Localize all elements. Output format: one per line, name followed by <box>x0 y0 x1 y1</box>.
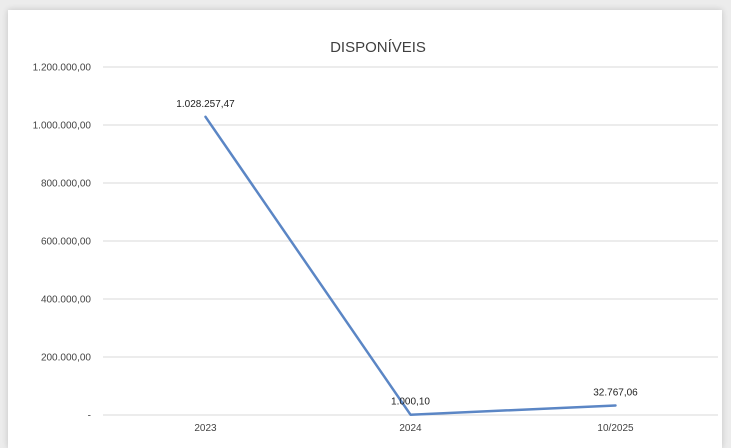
series <box>204 115 617 416</box>
y-tick-label: 400.000,00 <box>41 295 91 306</box>
y-axis-tick-labels: - 200.000,00 400.000,00 600.000,00 800.000,0… <box>33 63 92 422</box>
chart-container: DISPONÍVEIS - 200.000,00 400.000,00 600.000… <box>8 10 722 448</box>
x-tick-label: 10/2025 <box>597 423 634 434</box>
x-tick-label: 2024 <box>399 423 422 434</box>
x-tick-label: 2023 <box>194 423 217 434</box>
x-axis-tick-labels: 2023 2024 10/2025 <box>194 423 634 434</box>
y-tick-label: 600.000,00 <box>41 237 91 248</box>
gridlines <box>103 66 718 416</box>
data-label: 1.028.257,47 <box>176 99 235 110</box>
data-label: 1.000,10 <box>391 397 430 408</box>
y-tick-label: 200.000,00 <box>41 353 91 364</box>
chart-title: DISPONÍVEIS <box>330 39 426 56</box>
y-tick-label: 1.200.000,00 <box>33 63 92 74</box>
data-label: 32.767,06 <box>593 387 638 398</box>
y-tick-label: 1.000.000,00 <box>33 121 92 132</box>
series-line <box>204 115 617 416</box>
y-tick-label: 800.000,00 <box>41 179 91 190</box>
line-chart: DISPONÍVEIS - 200.000,00 400.000,00 600.000… <box>33 39 718 434</box>
y-tick-label: - <box>88 411 91 422</box>
data-labels: 1.028.257,47 1.000,10 32.767,06 <box>176 99 638 408</box>
